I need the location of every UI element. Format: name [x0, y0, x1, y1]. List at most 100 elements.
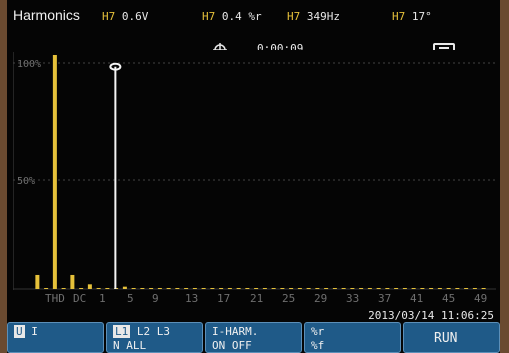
- harmonic-bar: [402, 288, 407, 289]
- x-tick-label: DC: [73, 292, 87, 305]
- x-tick-label: 21: [250, 292, 264, 305]
- softkey-percent-mode[interactable]: %r %f: [304, 322, 401, 353]
- readout-value: 349Hz: [306, 10, 340, 23]
- meter-screen: Harmonics H7 0.6V H7 0.4 %r H7 349Hz H7 …: [7, 0, 500, 353]
- harmonic-bar: [280, 288, 285, 289]
- harmonic-bar: [262, 288, 267, 289]
- harmonics-chart: 100% 50%: [13, 50, 496, 290]
- harmonic-bar: [245, 288, 250, 289]
- harmonic-bar: [464, 288, 469, 289]
- softkey-option-u: U: [14, 325, 25, 338]
- harmonic-bar: [306, 288, 311, 289]
- readout-value: 0.6V: [121, 10, 149, 23]
- harmonic-bar: [70, 274, 75, 289]
- date-time: 2013/03/14 11:06:25: [368, 309, 494, 322]
- harmonic-bar: [359, 288, 364, 289]
- x-tick-label: 13: [185, 292, 199, 305]
- harmonic-bar: [481, 288, 486, 289]
- readout-tag: H7: [102, 10, 116, 23]
- harmonic-bar: [122, 286, 127, 289]
- x-tick-label: 1: [99, 292, 106, 305]
- harmonic-bar: [166, 288, 171, 289]
- harmonic-bar: [429, 288, 434, 289]
- harmonic-bar: [254, 288, 259, 289]
- harmonic-bar: [455, 288, 460, 289]
- harmonic-bar: [131, 288, 136, 289]
- harmonic-bar: [297, 288, 302, 289]
- harmonic-bar: [472, 288, 477, 289]
- harmonic-bar: [96, 288, 101, 289]
- harmonic-bar: [289, 288, 294, 289]
- harmonic-bar: [271, 288, 276, 289]
- harmonic-bar: [420, 288, 425, 289]
- softkey-label: RUN: [434, 331, 458, 346]
- harmonic-bar: [52, 55, 57, 289]
- harmonic-bar: [140, 288, 145, 289]
- harmonic-bar: [35, 274, 40, 289]
- cursor-handle-icon: [109, 62, 122, 71]
- harmonic-bar: [79, 288, 84, 289]
- readout-tag: H7: [287, 10, 301, 23]
- harmonic-bar: [446, 288, 451, 289]
- readout-frequency: H7 349Hz: [287, 8, 340, 26]
- harmonic-bar: [236, 288, 241, 289]
- harmonic-bar: [324, 288, 329, 289]
- softkey-label: I-HARM.: [212, 325, 259, 338]
- softkey-i-harm[interactable]: I-HARM. ON OFF: [205, 322, 302, 353]
- harmonic-bar: [149, 288, 154, 289]
- softkey-option-l2: L2: [136, 325, 151, 338]
- y-tick-label: 50%: [17, 176, 35, 187]
- softkey-option-on-off: ON OFF: [212, 339, 252, 352]
- softkey-label: %r: [311, 325, 325, 338]
- softkey-u-i[interactable]: U I: [7, 322, 104, 353]
- harmonic-bar: [157, 288, 162, 289]
- harmonic-bar: [184, 288, 189, 289]
- harmonic-bar: [367, 288, 372, 289]
- softkey-run[interactable]: RUN: [403, 322, 500, 353]
- harmonic-bar: [219, 288, 224, 289]
- x-tick-label: 5: [127, 292, 134, 305]
- harmonic-bar: [210, 288, 215, 289]
- readout-value: 17°: [411, 10, 432, 23]
- x-tick-label: 29: [314, 292, 328, 305]
- harmonic-bar: [61, 288, 66, 289]
- harmonic-bar: [341, 288, 346, 289]
- harmonic-bar: [437, 288, 442, 289]
- softkey-option-pf: %f: [311, 339, 325, 352]
- harmonic-bar: [350, 288, 355, 289]
- harmonic-bar: [44, 288, 49, 289]
- y-tick-label: 100%: [17, 59, 41, 70]
- harmonic-bar: [192, 288, 197, 289]
- x-tick-label: 25: [282, 292, 296, 305]
- softkey-phase-select[interactable]: L1 L2 L3 N ALL: [106, 322, 203, 353]
- harmonic-bar: [227, 288, 232, 289]
- readout-voltage: H7 0.6V: [102, 8, 148, 26]
- harmonic-bar: [175, 288, 180, 289]
- harmonic-bar: [376, 288, 381, 289]
- readout-tag: H7: [202, 10, 216, 23]
- harmonic-bar: [385, 288, 390, 289]
- harmonic-bar: [332, 288, 337, 289]
- x-tick-label: 37: [378, 292, 392, 305]
- x-tick-label: 9: [152, 292, 159, 305]
- x-tick-label: 33: [346, 292, 360, 305]
- softkey-option-l3: L3: [156, 325, 170, 338]
- harmonic-bar: [411, 288, 416, 289]
- readout-value: 0.4 %r: [221, 10, 262, 23]
- softkey-option-n-all: N ALL: [113, 339, 147, 352]
- readout-phase: H7 17°: [392, 8, 432, 26]
- softkey-option-i: I: [31, 325, 38, 338]
- harmonic-bar: [105, 288, 110, 289]
- x-tick-label: 45: [442, 292, 456, 305]
- x-tick-label: THD: [45, 292, 65, 305]
- x-tick-label: 49: [474, 292, 488, 305]
- x-tick-label: 17: [217, 292, 231, 305]
- readout-percent: H7 0.4 %r: [202, 8, 262, 26]
- harmonic-bar: [394, 288, 399, 289]
- softkey-option-l1: L1: [113, 325, 131, 338]
- harmonic-bar: [87, 284, 92, 289]
- harmonic-bar: [315, 288, 320, 289]
- x-tick-label: 41: [410, 292, 424, 305]
- readout-tag: H7: [392, 10, 406, 23]
- harmonic-bar: [201, 288, 206, 289]
